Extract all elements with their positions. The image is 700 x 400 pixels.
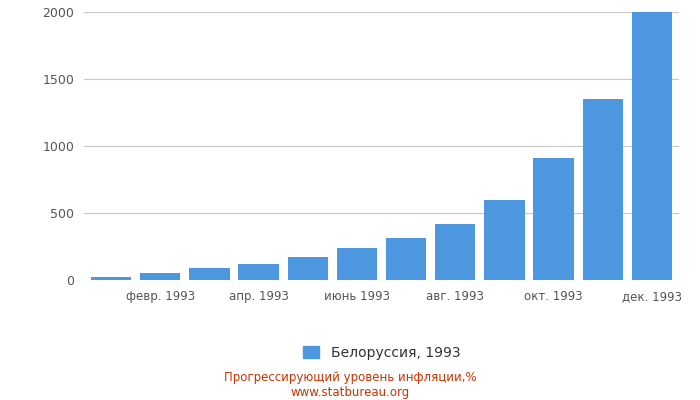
Bar <box>632 12 672 280</box>
Text: Прогрессирующий уровень инфляции,%: Прогрессирующий уровень инфляции,% <box>224 372 476 384</box>
Text: www.statbureau.org: www.statbureau.org <box>290 386 410 399</box>
Bar <box>189 268 230 280</box>
Bar <box>91 277 131 280</box>
Bar <box>435 224 475 280</box>
Bar <box>386 238 426 280</box>
Bar <box>288 257 328 280</box>
Bar <box>239 264 279 280</box>
Bar <box>337 248 377 280</box>
Legend: Белоруссия, 1993: Белоруссия, 1993 <box>303 346 460 360</box>
Bar <box>582 99 623 280</box>
Bar <box>140 273 181 280</box>
Bar <box>484 200 524 280</box>
Bar <box>533 158 574 280</box>
